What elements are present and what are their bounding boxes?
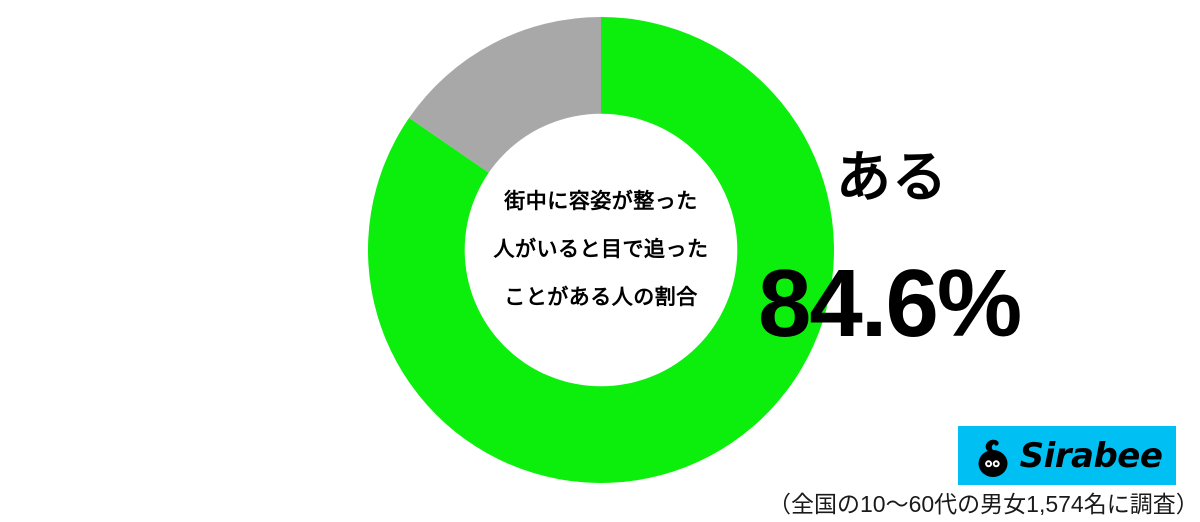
percentage-value: 84.6% bbox=[758, 250, 1022, 357]
sirabee-logo[interactable]: Sirabee bbox=[958, 426, 1176, 485]
donut-chart bbox=[368, 17, 834, 483]
donut-hole bbox=[464, 113, 738, 387]
answer-label-aru: ある bbox=[836, 146, 949, 208]
survey-caption: （全国の10〜60代の男女1,574名に調査） bbox=[768, 491, 1199, 517]
sirabee-wordmark: Sirabee bbox=[1019, 435, 1163, 476]
donut-chart-svg bbox=[368, 17, 834, 483]
sirabee-mascot-icon bbox=[978, 439, 1008, 477]
